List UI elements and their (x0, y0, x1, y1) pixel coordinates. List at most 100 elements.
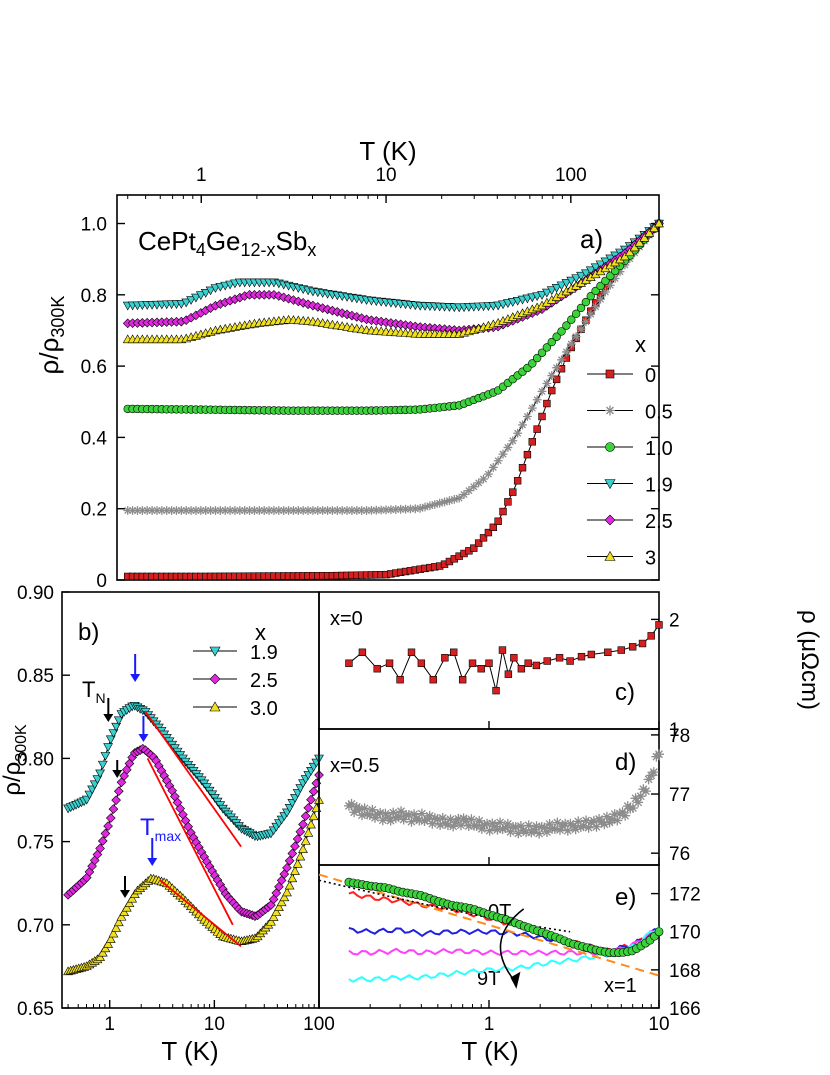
point-c (628, 643, 637, 651)
point-a-1.9 (191, 293, 201, 303)
point-a-0.5 (240, 506, 250, 515)
legend-label-b: 3.0 (250, 698, 278, 720)
point-d (601, 811, 612, 822)
point-b-1.9 (111, 722, 122, 732)
point-a-0.5 (566, 339, 576, 349)
point-a-0 (543, 399, 551, 408)
point-a-0 (484, 528, 493, 537)
point-d (575, 822, 586, 833)
point-a-1.9 (541, 288, 552, 298)
point-a-0 (518, 464, 527, 472)
point-d (463, 821, 474, 832)
point-d (620, 810, 631, 821)
point-d (406, 816, 417, 827)
point-d (502, 818, 513, 829)
point-a-0.5 (488, 463, 498, 472)
point-d (505, 826, 516, 837)
legend-marker-a-1.9 (604, 479, 616, 490)
point-d (586, 817, 597, 828)
point-c (587, 650, 596, 659)
point-a-3 (624, 247, 635, 257)
point-d (424, 810, 435, 821)
panel-c-ytick-label: 1 (669, 720, 680, 741)
tmax-arrow-1-head (130, 674, 141, 682)
panel-b-xtick-label: 100 (303, 1014, 335, 1035)
point-a-1.9 (546, 286, 557, 296)
point-d (369, 812, 380, 823)
point-d (377, 815, 388, 826)
point-d (560, 818, 571, 829)
panel-a-ytick-label: 0.6 (81, 357, 107, 378)
point-a-0.5 (415, 503, 425, 513)
panel-e-ytick-label: 166 (669, 999, 701, 1020)
point-a-0.5 (440, 497, 449, 507)
point-a-0.5 (225, 506, 235, 515)
point-a-0 (552, 375, 561, 384)
point-b-2.5 (111, 795, 121, 805)
point-b-2.5 (105, 813, 116, 823)
point-d (640, 786, 651, 797)
point-b-3.0 (284, 880, 295, 890)
point-a-0.5 (259, 506, 269, 515)
point-a-1.0 (547, 337, 556, 347)
panel-b-legend-title: x (255, 620, 266, 645)
point-a-3 (619, 251, 630, 261)
point-b-2.5 (292, 834, 303, 844)
point-d (471, 820, 482, 831)
point-a-0.5 (298, 506, 308, 515)
point-a-0.5 (293, 506, 303, 515)
point-a-0.5 (547, 371, 557, 380)
point-d (349, 807, 360, 818)
point-d (383, 812, 394, 823)
tmax-arrow-3-head (147, 858, 158, 866)
point-b-2.5 (284, 855, 295, 866)
point-b-2.5 (300, 811, 311, 821)
point-d (437, 813, 448, 824)
panel-e-ytick-label: 168 (669, 961, 701, 982)
point-a-0.5 (250, 506, 259, 515)
point-a-0.5 (342, 506, 352, 515)
panel-e-series (318, 873, 664, 989)
point-a-1.0 (581, 297, 591, 307)
point-d (362, 809, 373, 820)
point-b-3.0 (103, 939, 114, 948)
point-c (477, 665, 485, 673)
point-d (484, 825, 495, 836)
point-a-0.5 (172, 506, 181, 515)
point-b-1.9 (100, 752, 111, 761)
point-a-0.5 (323, 506, 332, 515)
point-a-0.5 (396, 504, 406, 514)
point-d (581, 815, 592, 826)
point-a-0.5 (181, 506, 191, 515)
field-arrow-e-head (510, 971, 521, 989)
legend-marker-a-2.5 (604, 514, 616, 526)
point-a-0.5 (186, 506, 196, 515)
point-a-0.5 (557, 355, 566, 365)
point-d (633, 797, 644, 808)
point-a-0.5 (479, 474, 488, 484)
point-a-1.0 (552, 332, 561, 341)
point-d (614, 808, 625, 819)
legend-marker-b-1.9 (209, 646, 221, 657)
point-a-0.5 (518, 420, 527, 430)
point-c (517, 665, 526, 673)
panel-a-top-tick-label: 1 (196, 165, 207, 186)
point-c (441, 654, 449, 662)
field-arrow-e (499, 908, 525, 984)
panel-b-ytick-label: 0.85 (17, 666, 54, 687)
point-a-1.0 (596, 281, 605, 291)
point-a-0.5 (303, 506, 313, 515)
point-b-3.0 (268, 912, 279, 921)
point-a-0.5 (376, 505, 386, 515)
point-b-3.0 (266, 916, 276, 926)
point-a-0.5 (176, 506, 186, 515)
legend-label-a: 0 (645, 365, 656, 387)
point-d (346, 798, 357, 809)
point-c (396, 675, 404, 684)
point-a-0 (489, 523, 497, 532)
point-a-1.9 (590, 263, 601, 273)
point-b-3.0 (127, 893, 138, 903)
right-xlabel: T (K) (461, 1036, 518, 1066)
point-d (607, 814, 618, 825)
